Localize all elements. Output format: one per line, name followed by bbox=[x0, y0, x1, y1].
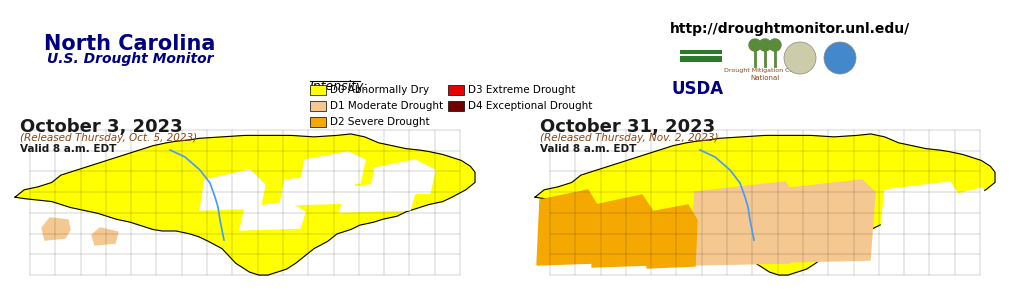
Text: (Released Thursday, Oct. 5, 2023): (Released Thursday, Oct. 5, 2023) bbox=[20, 133, 198, 143]
Polygon shape bbox=[647, 205, 697, 268]
Text: http://droughtmonitor.unl.edu/: http://droughtmonitor.unl.edu/ bbox=[670, 22, 910, 36]
Bar bbox=[310, 85, 326, 95]
Text: Valid 8 a.m. EDT: Valid 8 a.m. EDT bbox=[540, 144, 636, 154]
Bar bbox=[449, 85, 464, 95]
Text: National: National bbox=[751, 75, 779, 81]
Polygon shape bbox=[340, 182, 415, 212]
Polygon shape bbox=[880, 182, 965, 240]
Text: D1 Moderate Drought: D1 Moderate Drought bbox=[330, 101, 443, 111]
Bar bbox=[310, 101, 326, 111]
Polygon shape bbox=[537, 190, 597, 265]
Bar bbox=[310, 117, 326, 127]
Text: (Released Thursday, Nov. 2, 2023): (Released Thursday, Nov. 2, 2023) bbox=[540, 133, 719, 143]
Circle shape bbox=[784, 42, 816, 74]
Polygon shape bbox=[280, 175, 355, 205]
Text: Intensity:: Intensity: bbox=[310, 80, 369, 93]
Text: October 3, 2023: October 3, 2023 bbox=[20, 118, 182, 136]
Polygon shape bbox=[370, 160, 435, 195]
Text: D4 Exceptional Drought: D4 Exceptional Drought bbox=[468, 101, 592, 111]
Bar bbox=[530, 125, 1000, 280]
Text: North Carolina: North Carolina bbox=[44, 34, 216, 54]
Polygon shape bbox=[240, 202, 305, 230]
Polygon shape bbox=[535, 134, 995, 275]
Text: Valid 8 a.m. EDT: Valid 8 a.m. EDT bbox=[20, 144, 117, 154]
Polygon shape bbox=[92, 228, 118, 245]
Bar bbox=[680, 56, 722, 62]
Text: October 31, 2023: October 31, 2023 bbox=[540, 118, 715, 136]
Text: D3 Extreme Drought: D3 Extreme Drought bbox=[468, 85, 575, 95]
Bar bbox=[10, 125, 480, 280]
Polygon shape bbox=[15, 134, 475, 275]
Polygon shape bbox=[945, 188, 994, 238]
Polygon shape bbox=[690, 182, 795, 265]
Text: Drought Mitigation Center: Drought Mitigation Center bbox=[724, 68, 806, 73]
Text: D2 Severe Drought: D2 Severe Drought bbox=[330, 117, 430, 127]
Polygon shape bbox=[200, 170, 265, 210]
Text: D0 Abnormally Dry: D0 Abnormally Dry bbox=[330, 85, 429, 95]
Bar bbox=[680, 50, 722, 54]
Circle shape bbox=[824, 42, 856, 74]
Polygon shape bbox=[785, 180, 874, 262]
Polygon shape bbox=[300, 152, 365, 185]
Polygon shape bbox=[42, 218, 70, 240]
Circle shape bbox=[759, 39, 771, 51]
Polygon shape bbox=[592, 195, 652, 267]
Text: U.S. Drought Monitor: U.S. Drought Monitor bbox=[47, 52, 213, 66]
Circle shape bbox=[749, 39, 761, 51]
Circle shape bbox=[769, 39, 781, 51]
Bar bbox=[449, 101, 464, 111]
Text: USDA: USDA bbox=[672, 80, 724, 98]
